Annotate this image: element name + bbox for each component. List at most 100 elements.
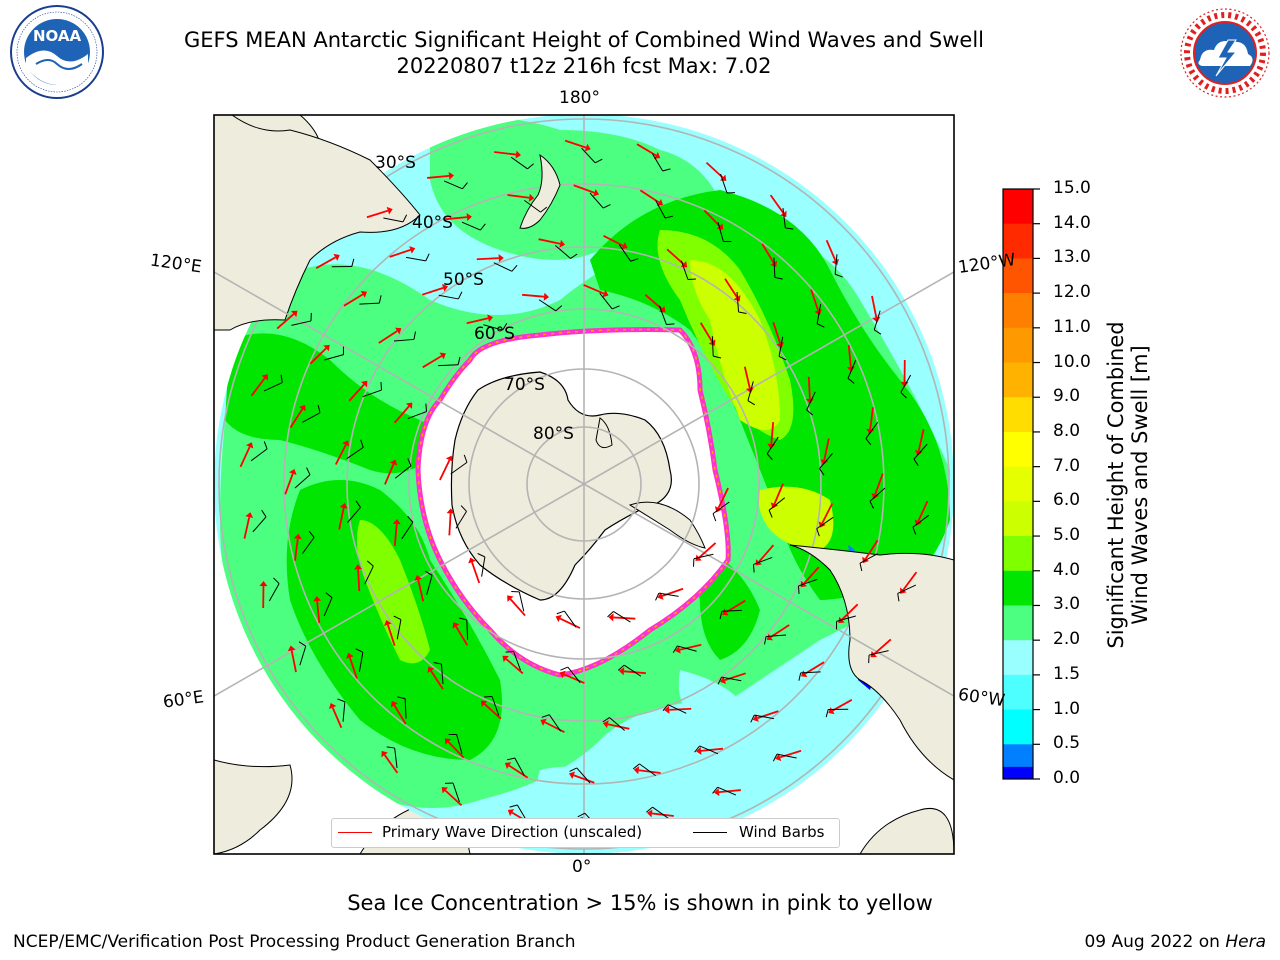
wave-arrow <box>718 789 741 794</box>
wave-arrow-head <box>770 260 778 268</box>
wave-arrow <box>348 383 365 402</box>
wind-barb <box>623 664 642 677</box>
wind-barb-flag <box>747 400 756 406</box>
wind-barb <box>859 553 878 564</box>
wind-barb <box>868 650 889 656</box>
wave-arrow <box>847 344 852 368</box>
wave-arrow-head <box>441 284 448 292</box>
wave-arrow-head <box>646 809 653 818</box>
wind-barb-flag <box>480 223 486 231</box>
wave-arrow <box>871 295 878 318</box>
wave-arrow <box>757 710 779 719</box>
wind-barb <box>800 671 821 674</box>
wind-barb <box>599 292 613 310</box>
wind-barb <box>806 391 816 411</box>
wind-barb <box>913 443 928 460</box>
colorbar-segment <box>1003 327 1033 364</box>
wind-barb <box>865 422 879 439</box>
wave-arrow <box>284 473 294 495</box>
wind-barb <box>782 208 786 228</box>
wind-barb <box>639 763 656 777</box>
noaa-logo-text: NOAA <box>33 27 82 45</box>
wind-barb <box>773 257 776 278</box>
wind-barb-flag <box>897 593 900 602</box>
wind-barb-flag <box>509 804 518 808</box>
colorbar-segment <box>1003 674 1033 711</box>
wave-arrow-head <box>346 652 354 659</box>
run-date-text: 09 Aug 2022 on <box>1084 932 1220 952</box>
wave-arrow <box>422 286 444 296</box>
wave-arrow <box>869 407 874 430</box>
wave-arrow-head <box>498 254 504 263</box>
wind-barb <box>754 714 775 720</box>
wave-arrow-head <box>828 707 835 715</box>
legend-barb-label: Wind Barbs <box>739 823 825 841</box>
wind-barb <box>481 556 486 577</box>
wave-arrow <box>573 184 595 194</box>
wave-arrow-head <box>720 676 727 684</box>
wave-arrow-head <box>708 339 716 346</box>
wave-arrow <box>772 322 782 344</box>
wave-arrow-head <box>291 310 298 318</box>
wave-arrow <box>494 151 517 156</box>
colorbar-tick-label: 1.0 <box>1053 698 1081 719</box>
wave-arrow <box>703 209 721 227</box>
colorbar-tick-label: 9.0 <box>1053 386 1081 407</box>
wind-barb <box>766 634 787 638</box>
wind-barb <box>658 592 679 597</box>
wind-barb-flag <box>457 356 461 365</box>
wind-barb-flag <box>407 515 414 523</box>
wave-arrow <box>386 624 396 646</box>
wind-barb-flag <box>816 528 820 537</box>
wave-arrow-head <box>608 613 614 622</box>
wind-barb <box>438 294 459 300</box>
wind-barb <box>359 302 380 305</box>
wind-barb-flag <box>865 438 872 446</box>
colorbar-tick-label: 5.0 <box>1053 525 1081 546</box>
wave-arrow <box>505 658 524 675</box>
wave-arrow-head <box>592 189 600 197</box>
wind-barb-flag <box>785 227 794 230</box>
colorbar-tick-label: 1.5 <box>1053 663 1081 684</box>
wind-barb <box>816 516 834 530</box>
wind-barb <box>342 701 346 722</box>
wave-arrow-head <box>675 645 681 654</box>
wave-arrow-head <box>776 341 784 348</box>
wind-barb <box>493 262 513 272</box>
wave-arrow <box>509 598 526 617</box>
wave-arrow-head <box>602 720 609 729</box>
wind-barb-flag <box>462 182 468 190</box>
wave-arrow-head <box>814 309 822 316</box>
wave-arrow-head <box>800 670 808 678</box>
colorbar-title: Significant Height of Combined Wind Wave… <box>1104 285 1152 685</box>
wave-arrow <box>343 293 364 307</box>
wind-barb <box>456 734 463 754</box>
wind-barb-flag <box>424 570 433 576</box>
wave-arrow-head <box>659 305 666 313</box>
wind-barb-flag <box>630 258 639 262</box>
colorbar-segment <box>1003 570 1033 606</box>
wave-arrow <box>700 747 724 752</box>
wind-barb-flag <box>502 322 508 331</box>
wind-barb <box>658 305 667 325</box>
wave-arrow-head <box>680 261 688 268</box>
wind-barb <box>736 291 740 312</box>
colorbar-segment <box>1003 640 1033 676</box>
wind-barb-flag <box>556 610 565 615</box>
wave-arrow-head <box>299 404 306 412</box>
wave-arrow-head <box>466 213 472 222</box>
wind-barb-flag <box>540 206 548 213</box>
wind-barb-flag <box>506 757 515 761</box>
wave-arrow-head <box>621 242 628 250</box>
wind-barb-flag <box>834 273 843 278</box>
wave-arrow-head <box>390 700 398 708</box>
wave-arrow-head <box>405 402 413 409</box>
wave-arrow <box>743 366 751 389</box>
wind-barb-flag <box>602 204 611 209</box>
wind-barb-flag <box>458 617 467 621</box>
colorbar-tick-label: 2.0 <box>1053 629 1081 650</box>
wave-arrow-head <box>448 171 455 180</box>
wave-arrow-head <box>568 771 576 779</box>
wind-barb <box>324 354 344 361</box>
wave-arrow-head <box>696 746 702 755</box>
